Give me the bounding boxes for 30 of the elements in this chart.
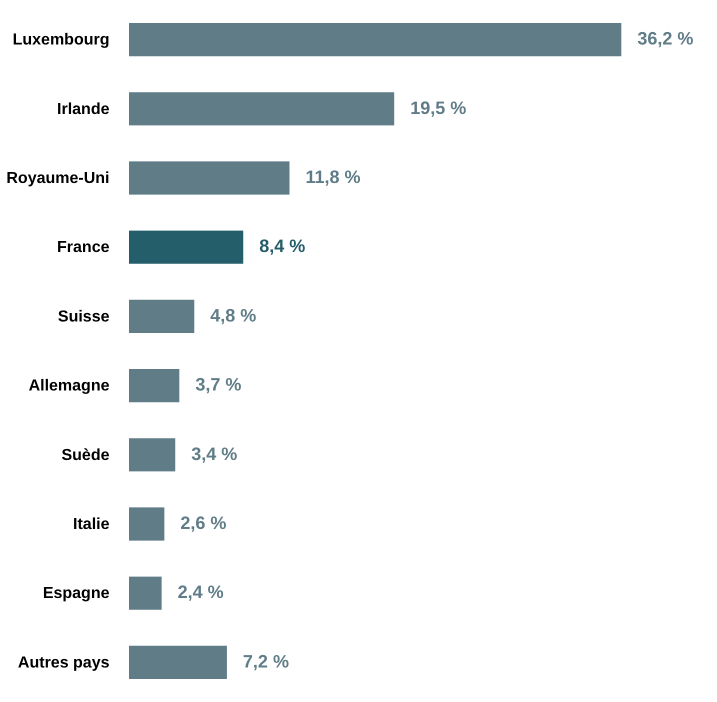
- y-tick-label: Autres pays: [18, 654, 110, 672]
- data-label: 36,2 %: [637, 28, 694, 49]
- y-tick-label: Suède: [61, 446, 110, 464]
- y-tick-label: Italie: [73, 516, 110, 533]
- data-label: 3,4 %: [191, 444, 238, 464]
- bar: [129, 507, 164, 541]
- y-tick-label: Suisse: [58, 308, 110, 326]
- data-label: 11,8 %: [305, 167, 361, 187]
- data-label: 19,5 %: [410, 98, 466, 118]
- bar: [129, 92, 394, 126]
- y-tick-label: Irlande: [57, 100, 110, 118]
- y-tick-label: Luxembourg: [12, 32, 110, 49]
- data-label: 8,4 %: [259, 236, 306, 256]
- bar: [129, 230, 244, 264]
- bar: [129, 300, 194, 334]
- y-tick-label: France: [57, 239, 110, 256]
- bar: [129, 368, 180, 402]
- data-label: 2,4 %: [178, 582, 224, 602]
- bar: [129, 646, 227, 680]
- data-label: 4,8 %: [210, 305, 256, 326]
- data-label: 7,2 %: [242, 651, 289, 672]
- data-label: 3,7 %: [195, 374, 242, 395]
- bar: [129, 22, 622, 56]
- bar: [129, 438, 176, 472]
- data-label: 2,6 %: [180, 513, 226, 533]
- y-tick-label: Royaume-Uni: [6, 170, 110, 187]
- y-tick-label: Espagne: [42, 585, 110, 602]
- bar: [129, 161, 290, 195]
- y-tick-label: Allemagne: [28, 378, 110, 395]
- bar: [129, 576, 162, 610]
